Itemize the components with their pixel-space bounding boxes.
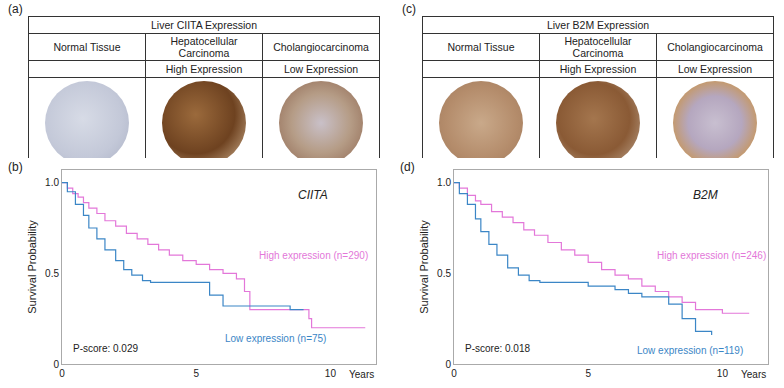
html-text:Normal Tissue: Normal Tissue (53, 41, 121, 53)
html-text:Liver CIITA Expression: Liver CIITA Expression (151, 19, 257, 31)
svg-text:CIITA: CIITA (298, 188, 328, 202)
svg-text:Years: Years (741, 369, 766, 380)
svg-text:Years: Years (349, 369, 374, 380)
svg-text:P-score: 0.029: P-score: 0.029 (73, 343, 138, 354)
svg-text:Low expression (n=75): Low expression (n=75) (225, 333, 326, 344)
svg-text:0.5: 0.5 (45, 268, 59, 279)
svg-text:High expression (n=246): High expression (n=246) (657, 250, 766, 261)
html-text:Low Expression: Low Expression (677, 63, 753, 75)
html-text:(d): (d) (400, 160, 415, 174)
svg-text:5: 5 (585, 368, 591, 379)
svg-text:0: 0 (451, 368, 457, 379)
svg-text:0: 0 (445, 359, 451, 370)
svg-text:0: 0 (53, 359, 59, 370)
html-text:Hepatocellular Carcinoma: Hepatocellular Carcinoma (564, 35, 632, 59)
svg-text:5: 5 (193, 368, 199, 379)
svg-text:1.0: 1.0 (45, 177, 59, 188)
svg-text:0.5: 0.5 (437, 268, 451, 279)
html-text:(b): (b) (8, 160, 23, 174)
svg-text:Survival Probability: Survival Probability (26, 220, 38, 314)
svg-text:High expression (n=290): High expression (n=290) (259, 250, 368, 261)
svg-text:1.0: 1.0 (437, 177, 451, 188)
html-text:Low Expression: Low Expression (283, 63, 359, 75)
svg-text:Survival Probability: Survival Probability (418, 220, 430, 314)
html-text:Cholangiocarcinoma: Cholangiocarcinoma (273, 41, 369, 53)
html-text:Cholangiocarcinoma: Cholangiocarcinoma (667, 41, 763, 53)
svg-text:P-score: 0.018: P-score: 0.018 (465, 343, 530, 354)
svg-text:0: 0 (59, 368, 65, 379)
svg-text:B2M: B2M (693, 188, 718, 202)
html-text:Liver B2M Expression: Liver B2M Expression (546, 19, 650, 31)
html-text:(c): (c) (402, 2, 416, 16)
html-text:Hepatocellular Carcinoma: Hepatocellular Carcinoma (170, 35, 238, 59)
html-text:(a): (a) (8, 2, 23, 16)
html-text:High Expression: High Expression (559, 63, 637, 75)
html-text:High Expression: High Expression (165, 63, 243, 75)
svg-text:10: 10 (325, 368, 337, 379)
svg-text:Low expression (n=119): Low expression (n=119) (637, 345, 743, 356)
html-text:Normal Tissue: Normal Tissue (447, 41, 515, 53)
svg-text:10: 10 (717, 368, 729, 379)
